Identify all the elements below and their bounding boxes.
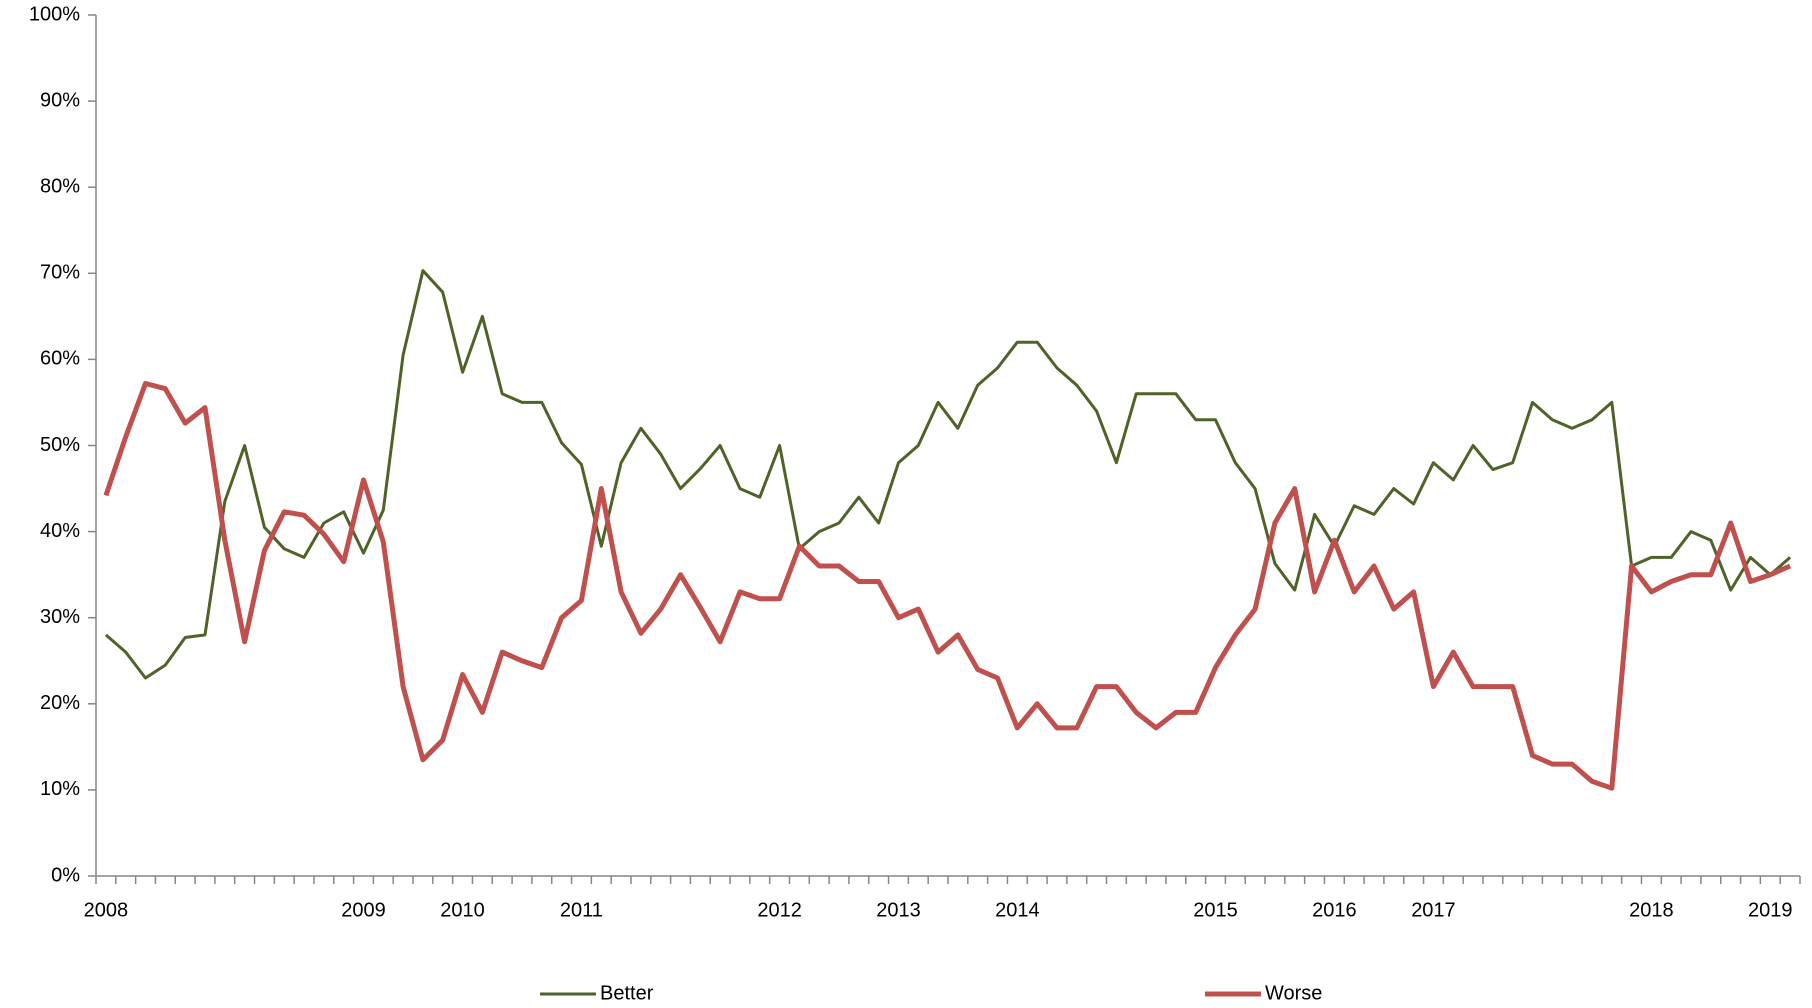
y-tick-label: 30% (40, 606, 80, 628)
line-series (104, 269, 1792, 680)
legend-label: Better (600, 982, 654, 1004)
x-tick-label: 2008 (84, 899, 129, 921)
y-tick-label: 80% (40, 175, 80, 197)
x-tick-label: 2018 (1629, 899, 1674, 921)
x-tick-label: 2017 (1411, 899, 1456, 921)
x-tick-label: 2019 (1748, 899, 1793, 921)
y-tick-label: 20% (40, 692, 80, 714)
y-tick-label: 50% (40, 434, 80, 456)
x-tick-label: 2014 (995, 899, 1040, 921)
legend-label: Worse (1265, 982, 1322, 1004)
x-tick-label: 2009 (341, 899, 386, 921)
y-tick-label: 70% (40, 262, 80, 284)
y-tick-label: 10% (40, 778, 80, 800)
x-tick-label: 2011 (560, 899, 603, 921)
x-tick-label: 2010 (440, 899, 485, 921)
y-tick-label: 100% (29, 3, 80, 25)
y-tick-label: 40% (40, 520, 80, 542)
x-tick-label: 2015 (1193, 899, 1238, 921)
x-tick-label: 2012 (757, 899, 802, 921)
line-series (103, 381, 1792, 791)
x-tick-label: 2016 (1312, 899, 1357, 921)
y-tick-label: 60% (40, 348, 80, 370)
x-tick-label: 2013 (876, 899, 921, 921)
y-tick-label: 90% (40, 89, 80, 111)
y-tick-label: 0% (51, 864, 80, 886)
